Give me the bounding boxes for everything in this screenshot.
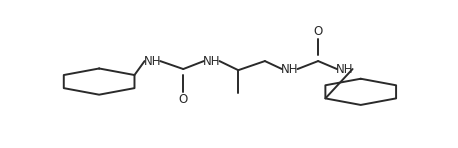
Text: NH: NH — [336, 63, 354, 75]
Text: O: O — [314, 25, 323, 38]
Text: O: O — [179, 93, 188, 106]
Text: NH: NH — [144, 55, 161, 68]
Text: NH: NH — [281, 63, 299, 75]
Text: NH: NH — [203, 55, 220, 68]
